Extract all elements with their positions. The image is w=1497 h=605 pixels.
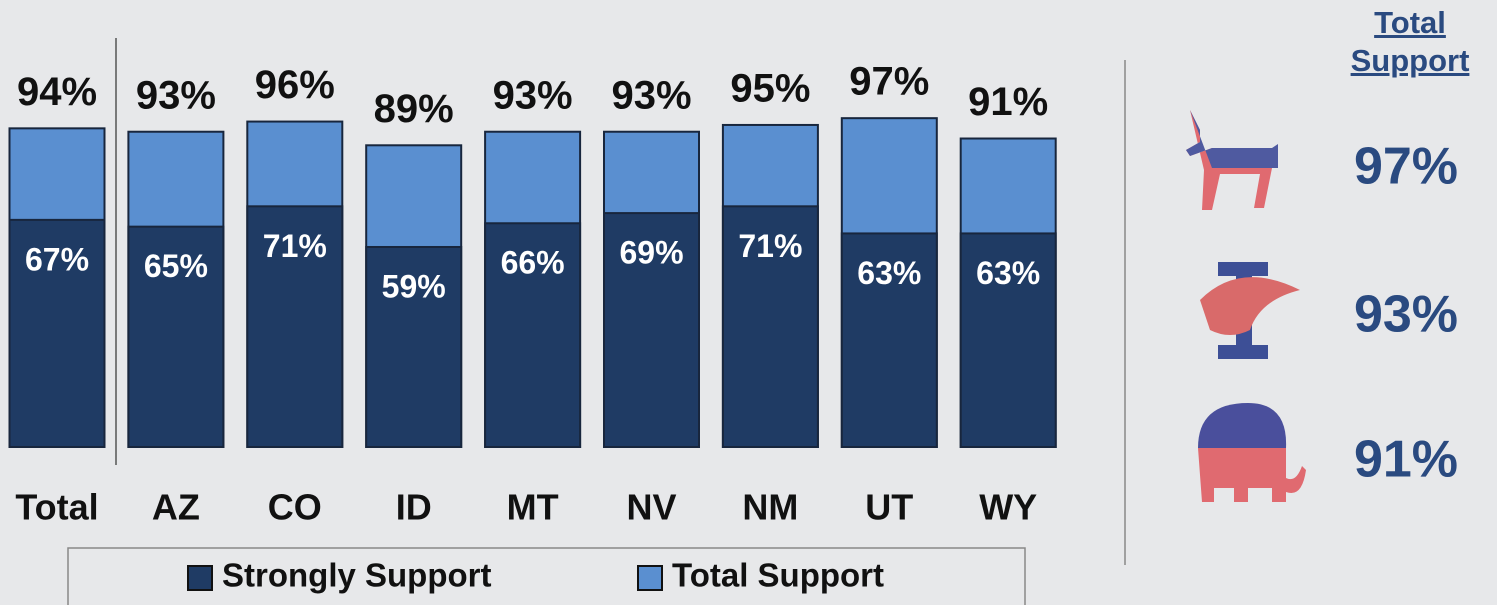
party-value: 91%: [1354, 431, 1458, 489]
value-label: 95%: [730, 67, 810, 111]
value-label: 63%: [857, 255, 921, 291]
panel-heading: Total Support: [1350, 5, 1470, 78]
value-label: 67%: [25, 241, 89, 277]
donkey-icon: [1186, 110, 1278, 210]
bar: [721, 205, 819, 448]
value-label: 65%: [144, 248, 208, 284]
x-tick-label: ID: [396, 487, 432, 528]
value-label: 69%: [619, 235, 683, 271]
x-tick-label: UT: [865, 487, 913, 528]
x-tick-label: WY: [979, 487, 1037, 528]
legend-label: Total Support: [672, 557, 884, 594]
value-label: 89%: [374, 87, 454, 131]
x-tick-label: MT: [507, 487, 559, 528]
bar: [959, 232, 1057, 448]
value-label: 93%: [493, 73, 573, 117]
bar: [840, 232, 938, 448]
value-label: 97%: [849, 60, 929, 104]
elephant-icon: [1198, 403, 1306, 502]
value-label: 94%: [17, 70, 97, 114]
party-value: 93%: [1354, 286, 1458, 344]
legend-label: Strongly Support: [222, 557, 491, 594]
bar: [603, 212, 700, 448]
legend-swatch: [637, 565, 663, 591]
bar: [484, 222, 582, 448]
eagle-icon: [1200, 262, 1300, 359]
bar: [246, 205, 344, 448]
value-label: 93%: [611, 73, 691, 117]
bar: [127, 225, 225, 448]
legend-box: [67, 547, 1026, 605]
bar: [8, 218, 106, 448]
value-label: 91%: [968, 80, 1048, 124]
value-label: 96%: [255, 63, 335, 107]
value-label: 59%: [382, 268, 446, 304]
party-value: 97%: [1354, 138, 1458, 196]
value-label: 66%: [501, 245, 565, 281]
x-tick-label: NV: [626, 487, 676, 528]
x-tick-label: NM: [742, 487, 798, 528]
value-label: 71%: [738, 228, 802, 264]
x-tick-label: Total: [15, 487, 98, 528]
value-label: 93%: [136, 73, 216, 117]
value-label: 71%: [263, 228, 327, 264]
bar: [365, 245, 463, 448]
value-label: 63%: [976, 255, 1040, 291]
x-tick-label: CO: [268, 487, 322, 528]
legend-swatch: [187, 565, 213, 591]
x-tick-label: AZ: [152, 487, 200, 528]
